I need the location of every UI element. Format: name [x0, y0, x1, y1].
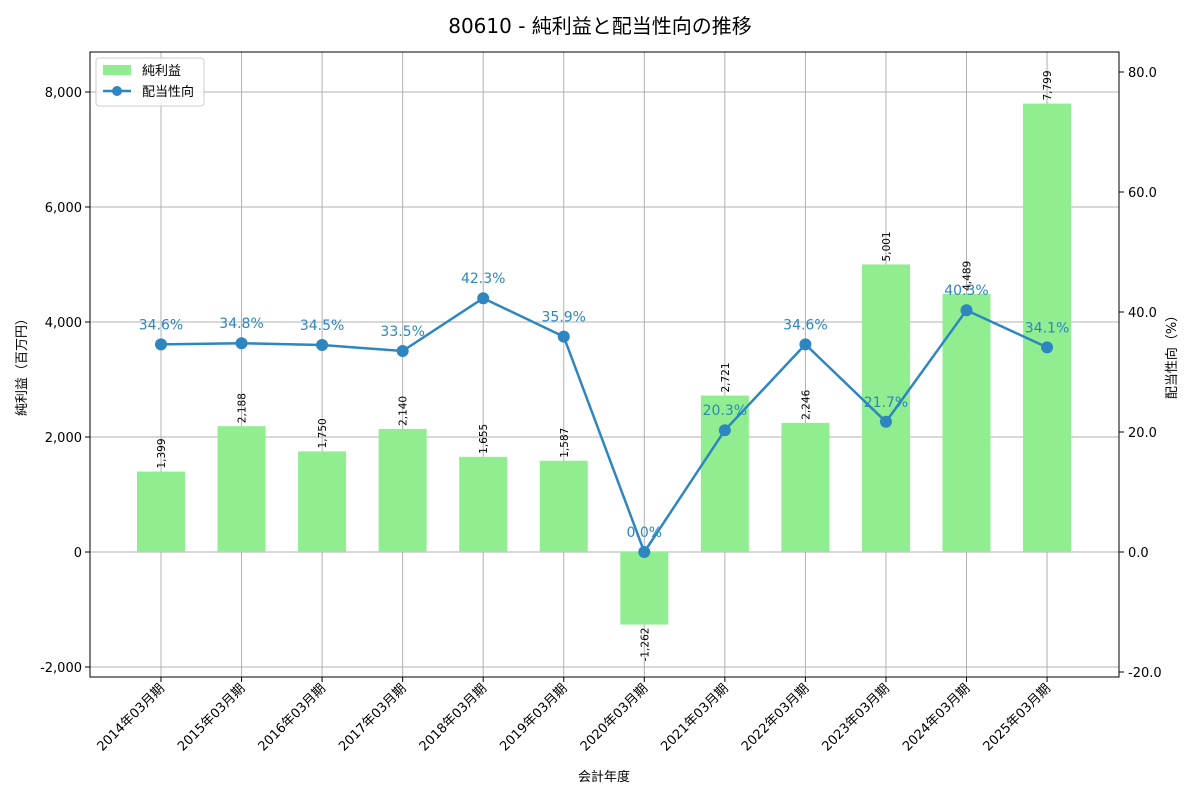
- payout-ratio-value-label: 34.6%: [139, 317, 183, 333]
- x-tick-label: 2017年03月期: [336, 681, 409, 754]
- legend-bar-swatch: [103, 65, 131, 75]
- bar: [459, 456, 508, 552]
- bar: [298, 451, 347, 552]
- x-tick-label: 2018年03月期: [417, 681, 490, 754]
- right-tick-label: 80.0: [1128, 66, 1157, 81]
- right-tick-label: 20.0: [1128, 426, 1157, 441]
- bar-value-label: 1,399: [156, 438, 168, 468]
- left-y-axis-label: 純利益（百万円）: [15, 312, 30, 416]
- line-marker: [235, 337, 248, 350]
- x-tick-label: 2021年03月期: [658, 681, 731, 754]
- bar-value-label: 4,489: [962, 261, 974, 291]
- line-marker: [638, 546, 651, 558]
- line-marker: [1041, 341, 1054, 354]
- bar-value-label: 7,799: [1042, 70, 1054, 100]
- x-tick-label: 2016年03月期: [256, 681, 329, 754]
- left-tick-label: -2,000: [40, 661, 82, 676]
- bar-value-label: 2,188: [237, 393, 249, 423]
- bar: [781, 422, 830, 552]
- bar-value-label: 1,655: [478, 424, 490, 454]
- bar-value-label: -1,262: [639, 628, 651, 662]
- bar-value-label: 2,246: [800, 389, 812, 419]
- right-tick-label: 40.0: [1128, 306, 1157, 321]
- bar-value-label: 5,001: [881, 231, 893, 261]
- payout-ratio-value-label: 21.7%: [864, 395, 908, 411]
- bar: [137, 471, 185, 552]
- bar-value-label: 1,750: [317, 418, 329, 448]
- x-tick-label: 2015年03月期: [175, 681, 248, 754]
- x-tick-label: 2019年03月期: [497, 681, 570, 754]
- payout-ratio-value-label: 20.3%: [703, 403, 747, 419]
- right-tick-label: -20.0: [1128, 666, 1162, 681]
- bar: [539, 460, 588, 552]
- net-income-bars: [137, 103, 1072, 625]
- bar: [700, 395, 749, 552]
- x-tick-label: 2025年03月期: [981, 681, 1054, 754]
- line-marker: [879, 415, 892, 428]
- bar: [620, 552, 669, 625]
- x-tick-label: 2020年03月期: [578, 681, 651, 754]
- payout-ratio-value-label: 34.1%: [1025, 320, 1069, 336]
- payout-ratio-polyline: [160, 296, 1048, 554]
- payout-ratio-value-label: 35.9%: [542, 310, 586, 326]
- legend-marker-icon: [112, 86, 122, 96]
- left-tick-label: 6,000: [45, 201, 82, 216]
- legend-label-payout-ratio: 配当性向: [142, 84, 194, 100]
- bar: [942, 293, 991, 552]
- legend: 純利益 配当性向: [95, 57, 205, 107]
- bar: [1023, 103, 1072, 553]
- right-y-axis: -20.0 0.0 20.0 40.0 60.0 80.0: [1119, 66, 1162, 681]
- payout-ratio-value-label: 42.3%: [461, 271, 505, 287]
- payout-ratio-line: [155, 292, 1054, 558]
- x-tick-label: 2023年03月期: [819, 681, 892, 754]
- x-tick-label: 2024年03月期: [900, 681, 973, 754]
- line-marker: [316, 339, 329, 351]
- payout-ratio-value-label: 0.0%: [627, 525, 663, 541]
- left-tick-label: 0: [74, 546, 82, 561]
- payout-ratio-value-label: 33.5%: [380, 324, 424, 340]
- x-tick-label: 2014年03月期: [95, 681, 168, 754]
- line-marker: [155, 338, 167, 351]
- chart-title: 80610 - 純利益と配当性向の推移: [448, 14, 752, 38]
- payout-ratio-value-label: 34.6%: [783, 317, 827, 333]
- line-marker: [718, 424, 731, 437]
- line-marker: [477, 292, 490, 305]
- x-axis: 2014年03月期 2015年03月期 2016年03月期 2017年03月期 2018…: [95, 677, 1054, 755]
- right-tick-label: 60.0: [1128, 186, 1157, 201]
- bar: [861, 264, 910, 552]
- legend-label-net-income: 純利益: [142, 64, 181, 79]
- bar: [217, 426, 266, 552]
- bar: [378, 428, 427, 552]
- payout-ratio-value-label: 40.3%: [944, 283, 988, 299]
- line-marker: [557, 330, 570, 343]
- plot-frame: [89, 51, 1120, 678]
- right-tick-label: 0.0: [1128, 546, 1149, 561]
- right-y-axis-label: 配当性向（%）: [1164, 309, 1180, 399]
- net-income-bar-labels: 1,399 2,188 1,750 2,140 1,655 1,587 -1,262 2,72…: [156, 70, 1054, 661]
- left-tick-label: 2,000: [45, 431, 82, 446]
- bar-value-label: 1,587: [559, 428, 571, 458]
- bar-value-label: 2,721: [720, 362, 732, 392]
- line-marker: [396, 345, 409, 357]
- payout-ratio-labels: 34.6% 34.8% 34.5% 33.5% 42.3% 35.9% 0.0% 20.3% 3…: [139, 271, 1070, 541]
- left-tick-label: 4,000: [45, 316, 82, 331]
- line-marker: [799, 338, 812, 351]
- payout-ratio-value-label: 34.8%: [219, 316, 263, 332]
- left-tick-label: 8,000: [45, 86, 82, 101]
- x-axis-label: 会計年度: [578, 769, 630, 785]
- x-tick-label: 2022年03月期: [739, 681, 812, 754]
- left-y-axis: -2,000 0 2,000 4,000 6,000 8,000: [40, 86, 90, 676]
- bar-value-label: 2,140: [398, 396, 410, 426]
- payout-ratio-value-label: 34.5%: [300, 318, 344, 334]
- line-marker: [960, 304, 973, 317]
